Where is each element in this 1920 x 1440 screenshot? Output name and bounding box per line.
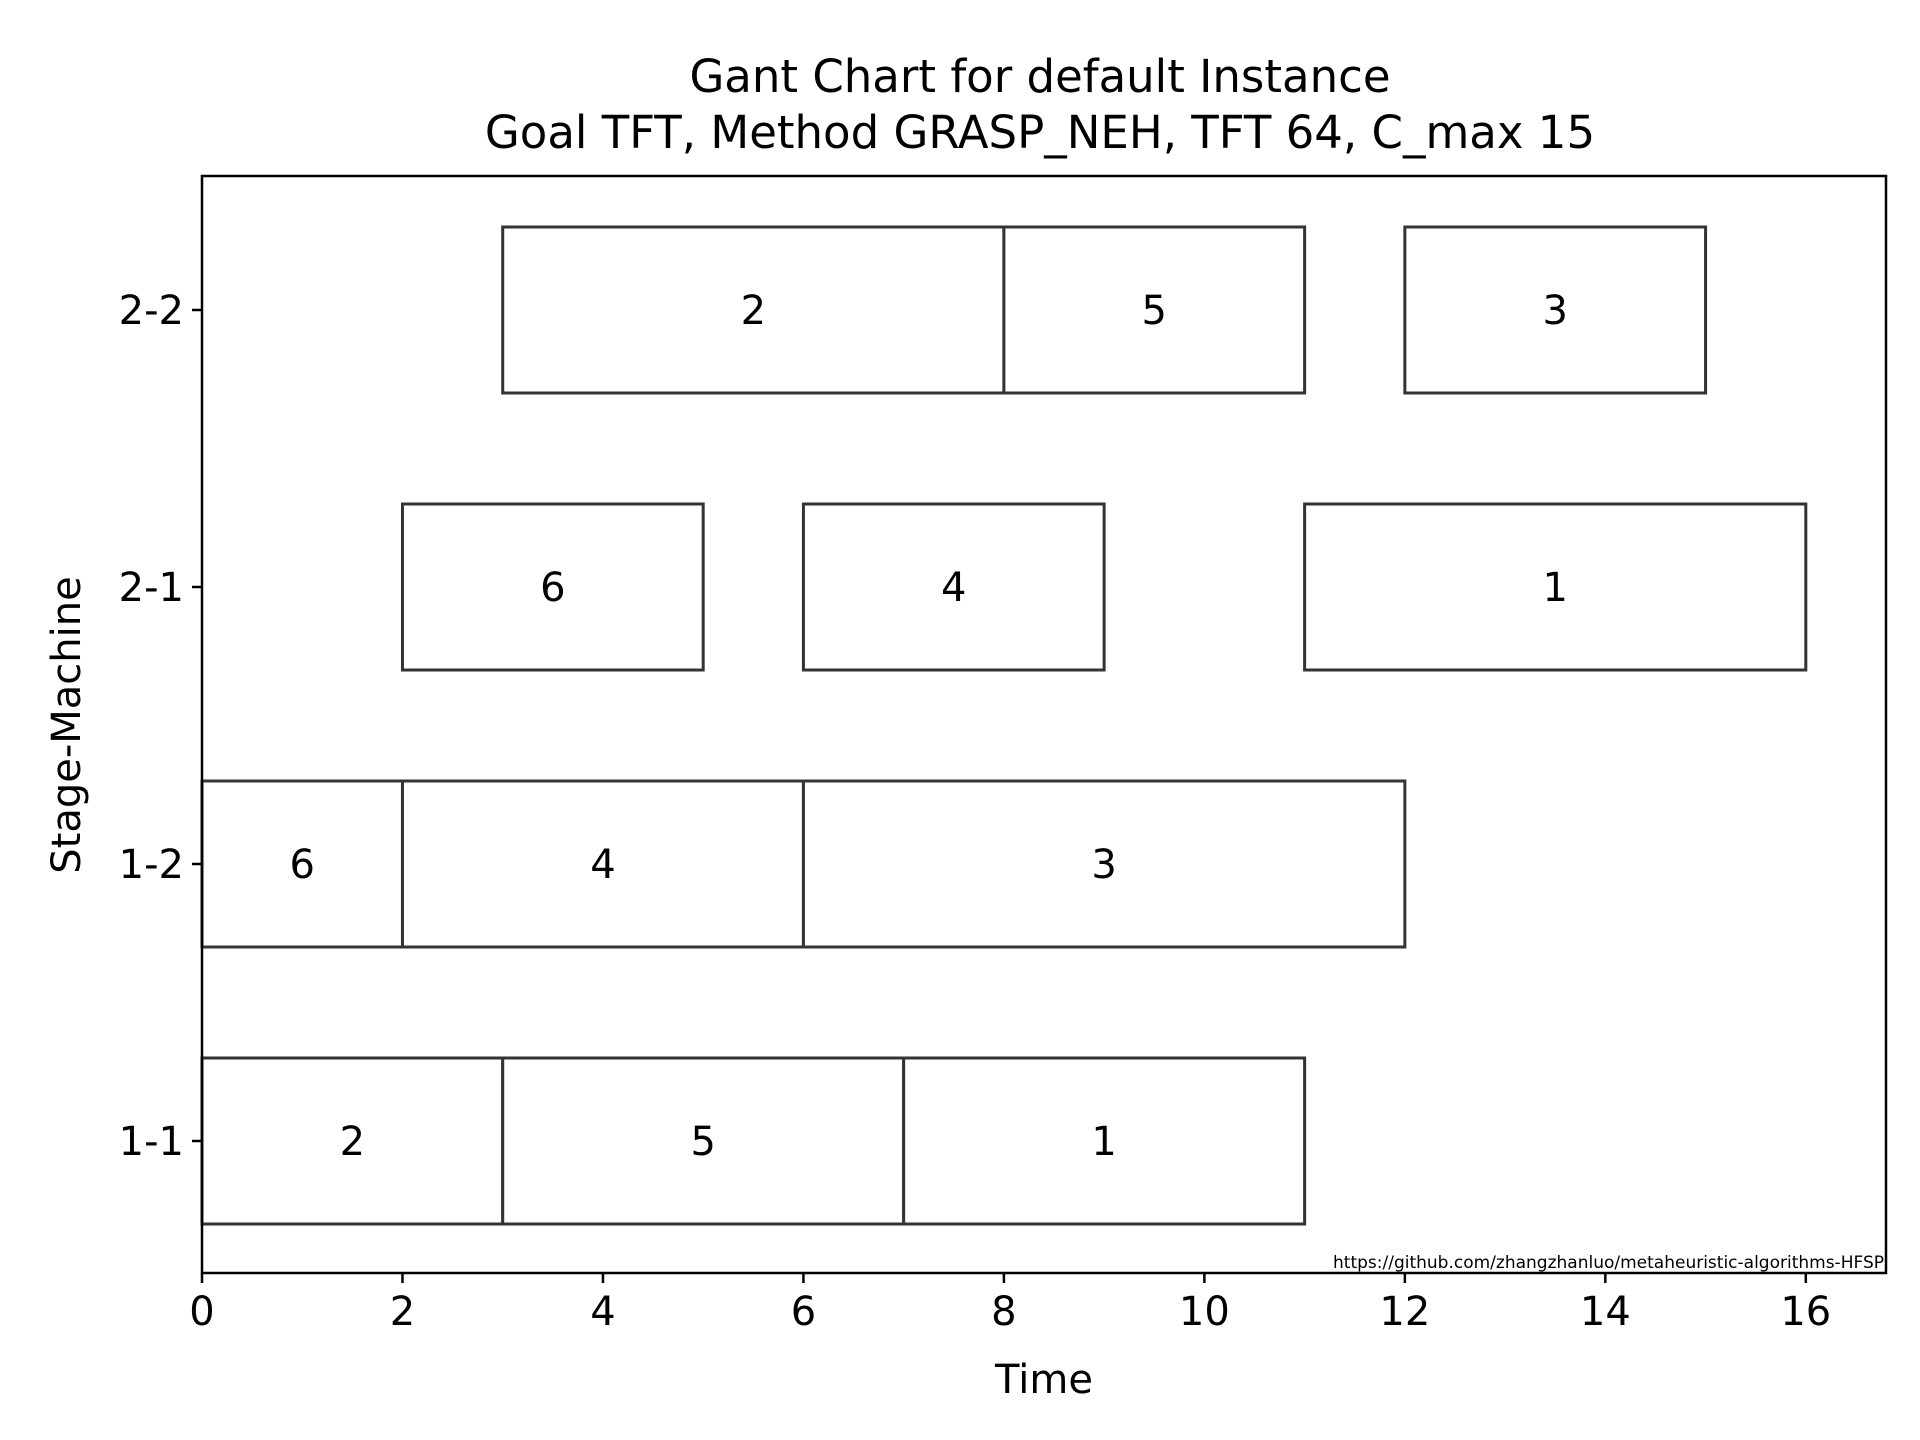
y-tick-label-1-1: 1-1 xyxy=(119,1119,184,1165)
x-tick-label-6: 6 xyxy=(791,1289,816,1335)
task-bar-1-2-5 xyxy=(801,779,1407,949)
task-label-2-1-8: 1 xyxy=(1542,565,1567,611)
x-tick-label-12: 12 xyxy=(1379,1289,1430,1335)
task-label-1-2-4: 4 xyxy=(590,842,615,888)
task-bar-1-1-1 xyxy=(501,1056,906,1226)
x-axis: 0 2 4 6 8 10 12 14 16 xyxy=(189,1273,1831,1335)
x-tick-label-0: 0 xyxy=(189,1289,214,1335)
x-tick-label-14: 14 xyxy=(1580,1289,1631,1335)
footnote-url: https://github.com/zhangzhanluo/metaheur… xyxy=(1333,1253,1884,1273)
task-label-2-2-9: 2 xyxy=(741,288,766,334)
plot-frame xyxy=(200,174,1888,1275)
bars-group: 2 5 1 6 4 3 6 4 1 2 5 3 xyxy=(200,225,1808,1226)
task-bar-2-1-6 xyxy=(400,502,705,672)
task-bar-1-2-4 xyxy=(400,779,805,949)
task-label-2-2-11: 3 xyxy=(1542,288,1567,334)
task-bar-2-2-9 xyxy=(501,225,1006,395)
task-label-1-1-2: 1 xyxy=(1091,1119,1116,1165)
chart-title-line1: Gant Chart for default Instance xyxy=(689,50,1390,103)
chart-title-line2: Goal TFT, Method GRASP_NEH, TFT 64, C_ma… xyxy=(485,106,1595,159)
x-tick-label-4: 4 xyxy=(590,1289,615,1335)
task-label-1-1-0: 2 xyxy=(340,1119,365,1165)
task-bar-1-1-0 xyxy=(200,1056,505,1226)
task-bar-2-1-7 xyxy=(801,502,1106,672)
y-axis: 1-1 1-2 2-1 2-2 xyxy=(119,288,202,1165)
task-bar-2-2-10 xyxy=(1002,225,1307,395)
y-tick-label-1-2: 1-2 xyxy=(119,842,184,888)
x-tick-label-2: 2 xyxy=(390,1289,415,1335)
task-label-1-2-3: 6 xyxy=(290,842,315,888)
task-label-1-2-5: 3 xyxy=(1091,842,1116,888)
task-label-2-2-10: 5 xyxy=(1142,288,1167,334)
x-axis-label: Time xyxy=(994,1357,1093,1403)
task-label-2-1-7: 4 xyxy=(941,565,966,611)
y-tick-label-2-1: 2-1 xyxy=(119,565,184,611)
task-bar-1-1-2 xyxy=(902,1056,1307,1226)
task-label-2-1-6: 6 xyxy=(540,565,565,611)
task-bar-2-2-11 xyxy=(1403,225,1708,395)
task-label-1-1-1: 5 xyxy=(690,1119,715,1165)
y-axis-label: Stage-Machine xyxy=(44,576,90,873)
y-tick-label-2-2: 2-2 xyxy=(119,288,184,334)
x-tick-label-8: 8 xyxy=(991,1289,1016,1335)
x-tick-label-10: 10 xyxy=(1179,1289,1230,1335)
x-tick-label-16: 16 xyxy=(1780,1289,1831,1335)
task-bar-2-1-8 xyxy=(1303,502,1808,672)
